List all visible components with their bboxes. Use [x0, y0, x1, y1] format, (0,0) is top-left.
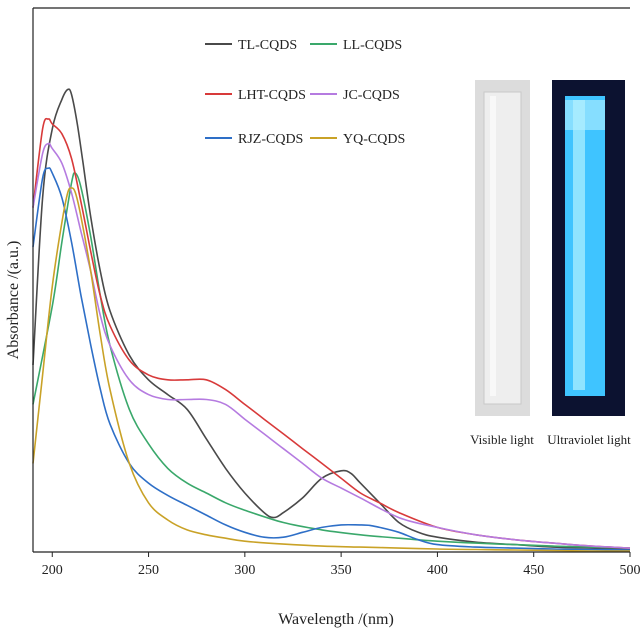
series-line-yq-cqds	[32, 187, 631, 552]
visible-light-photo	[475, 80, 530, 416]
ultraviolet-light-photo	[552, 80, 625, 416]
series-layer	[32, 88, 631, 552]
x-tick-label: 300	[234, 563, 255, 578]
legend-item-yq-cqds: YQ-CQDS	[310, 132, 405, 147]
legend-label: TL-CQDS	[238, 38, 297, 53]
x-tick-label: 400	[427, 563, 448, 578]
x-tick-label: 450	[523, 563, 544, 578]
series-line-jc-cqds	[32, 142, 631, 549]
x-tick-label: 250	[138, 563, 159, 578]
legend-label: LL-CQDS	[343, 38, 402, 53]
legend-item-lht-cqds: LHT-CQDS	[205, 88, 306, 103]
legend-label: RJZ-CQDS	[238, 132, 303, 147]
legend-label: LHT-CQDS	[238, 88, 306, 103]
series-line-ll-cqds	[32, 171, 631, 549]
visible-light-caption: Visible light	[470, 432, 534, 447]
x-axis-title: Wavelength /(nm)	[278, 611, 394, 628]
x-tick-label: 200	[42, 563, 63, 578]
x-tick-label: 350	[331, 563, 352, 578]
series-line-tl-cqds	[32, 88, 631, 551]
x-tick-label: 500	[620, 563, 640, 578]
legend-item-jc-cqds: JC-CQDS	[310, 88, 400, 103]
legend-label: JC-CQDS	[343, 88, 400, 103]
y-axis-title: Absorbance /(a.u.)	[5, 241, 22, 360]
legend-item-rjz-cqds: RJZ-CQDS	[205, 132, 303, 147]
axes: 200 250 300 350 400 450 500	[32, 7, 640, 578]
legend-label: YQ-CQDS	[343, 132, 405, 147]
legend: TL-CQDS LL-CQDS LHT-CQDS JC-CQDS RJZ-CQDS YQ-…	[205, 38, 405, 147]
legend-item-ll-cqds: LL-CQDS	[310, 38, 402, 53]
series-line-rjz-cqds	[32, 167, 631, 551]
ultraviolet-light-caption: Ultraviolet light	[547, 432, 631, 447]
legend-item-tl-cqds: TL-CQDS	[205, 38, 297, 53]
